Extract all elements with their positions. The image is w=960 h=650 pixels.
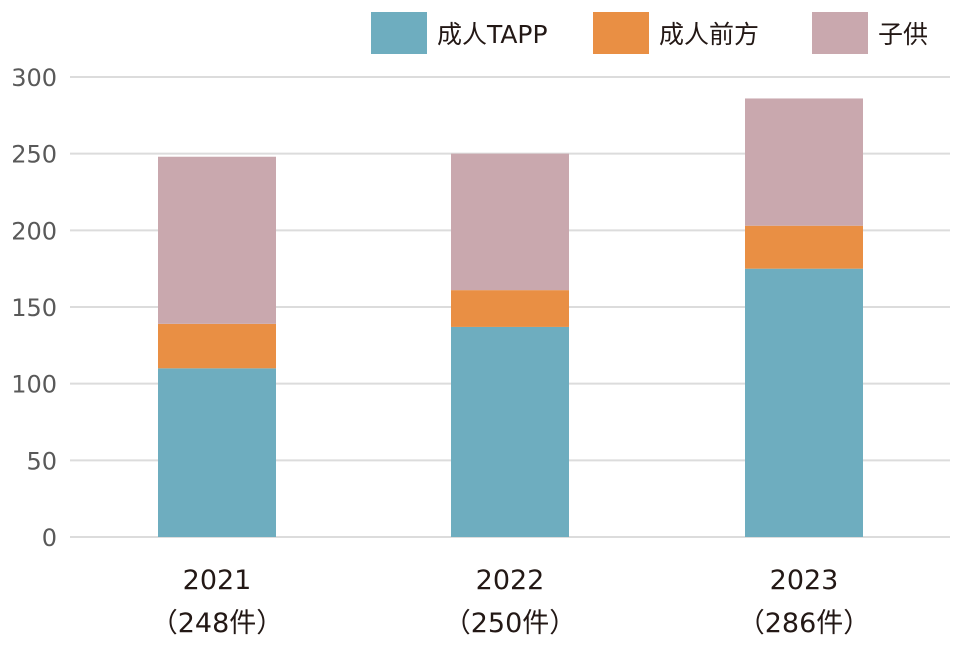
legend-label: 成人TAPP bbox=[437, 20, 548, 49]
y-tick-label: 50 bbox=[26, 447, 57, 475]
bar-segment-2021-2 bbox=[158, 156, 276, 324]
y-tick-label: 250 bbox=[11, 141, 57, 169]
bar-segment-2022-0 bbox=[451, 326, 569, 537]
legend-label: 子供 bbox=[878, 20, 928, 49]
x-category-label: 2021 bbox=[183, 565, 252, 596]
x-category-total-label: （286件） bbox=[738, 608, 871, 639]
legend-swatch bbox=[812, 12, 868, 54]
y-tick-label: 0 bbox=[42, 524, 57, 552]
y-tick-label: 200 bbox=[11, 217, 57, 245]
x-category-label: 2023 bbox=[770, 565, 839, 596]
bar-segment-2023-2 bbox=[745, 98, 863, 226]
bar-segment-2022-2 bbox=[451, 153, 569, 291]
legend-label: 成人前方 bbox=[659, 20, 759, 49]
x-category-label: 2022 bbox=[476, 565, 545, 596]
bar-segment-2021-0 bbox=[158, 368, 276, 537]
x-category-total-label: （250件） bbox=[444, 608, 577, 639]
legend-swatch bbox=[371, 12, 427, 54]
bar-segment-2023-1 bbox=[745, 225, 863, 269]
bar-segment-2023-0 bbox=[745, 268, 863, 537]
bar-segment-2021-1 bbox=[158, 323, 276, 369]
y-tick-label: 150 bbox=[11, 294, 57, 322]
y-tick-label: 100 bbox=[11, 371, 57, 399]
x-category-total-label: （248件） bbox=[151, 608, 284, 639]
legend-swatch bbox=[593, 12, 649, 54]
y-tick-label: 300 bbox=[11, 64, 57, 92]
bar-segment-2022-1 bbox=[451, 290, 569, 327]
